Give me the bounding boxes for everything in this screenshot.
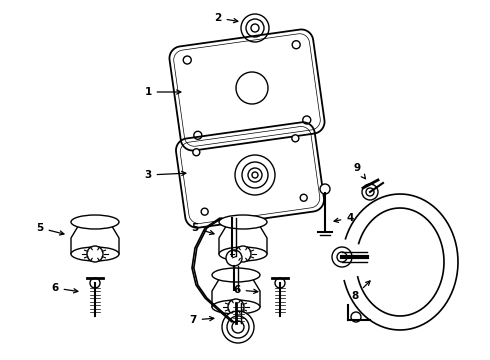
Circle shape xyxy=(351,312,361,322)
Text: 6: 6 xyxy=(233,285,258,295)
Text: 6: 6 xyxy=(51,283,78,293)
Circle shape xyxy=(222,311,254,343)
Circle shape xyxy=(337,252,347,262)
Circle shape xyxy=(201,208,208,215)
Circle shape xyxy=(292,135,299,142)
Circle shape xyxy=(292,41,300,49)
Circle shape xyxy=(235,246,251,262)
Circle shape xyxy=(194,131,202,139)
Circle shape xyxy=(332,247,352,267)
Circle shape xyxy=(246,19,264,37)
Circle shape xyxy=(227,316,249,338)
Circle shape xyxy=(251,24,259,32)
Text: 3: 3 xyxy=(145,170,186,180)
Text: 9: 9 xyxy=(353,163,366,179)
Ellipse shape xyxy=(219,247,267,261)
Circle shape xyxy=(90,278,100,288)
Circle shape xyxy=(87,246,103,262)
Circle shape xyxy=(183,56,191,64)
Circle shape xyxy=(248,168,262,182)
Circle shape xyxy=(300,194,307,201)
Circle shape xyxy=(366,188,374,196)
Circle shape xyxy=(241,14,269,42)
Circle shape xyxy=(362,184,378,200)
Text: 7: 7 xyxy=(189,315,214,325)
Circle shape xyxy=(193,149,200,156)
Text: 4: 4 xyxy=(334,213,354,223)
Circle shape xyxy=(303,116,311,124)
Circle shape xyxy=(252,172,258,178)
Ellipse shape xyxy=(71,215,119,229)
Circle shape xyxy=(226,250,242,266)
Text: 1: 1 xyxy=(145,87,181,97)
Text: 5: 5 xyxy=(36,223,64,235)
Circle shape xyxy=(242,162,268,188)
Circle shape xyxy=(232,321,244,333)
Circle shape xyxy=(275,278,285,288)
Text: 5: 5 xyxy=(192,223,214,235)
Ellipse shape xyxy=(212,268,260,282)
Text: 8: 8 xyxy=(351,281,370,301)
Ellipse shape xyxy=(212,300,260,314)
Ellipse shape xyxy=(71,247,119,261)
Circle shape xyxy=(235,155,275,195)
Ellipse shape xyxy=(219,215,267,229)
Text: 2: 2 xyxy=(215,13,238,23)
Circle shape xyxy=(228,299,244,315)
Circle shape xyxy=(236,72,268,104)
Circle shape xyxy=(320,184,330,194)
